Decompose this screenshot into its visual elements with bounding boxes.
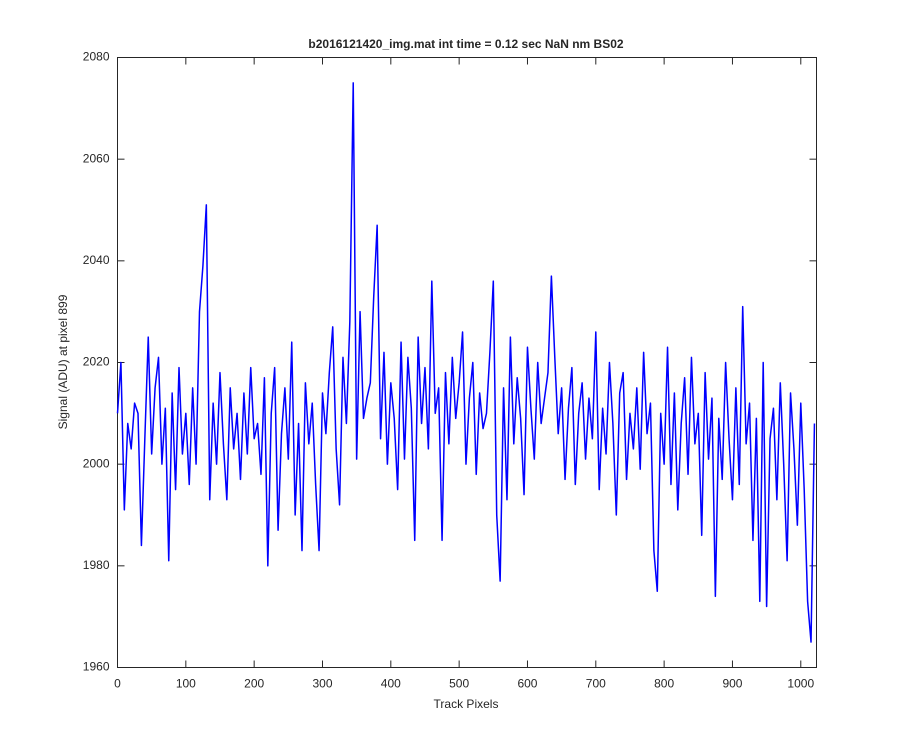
x-tick-label: 600	[517, 677, 537, 691]
y-tick-label: 2080	[83, 50, 110, 64]
y-axis-label: Signal (ADU) at pixel 899	[56, 294, 70, 429]
y-tick-label: 2040	[83, 253, 110, 267]
x-tick-label: 800	[654, 677, 674, 691]
x-tick-label: 400	[381, 677, 401, 691]
x-tick-label: 700	[586, 677, 606, 691]
y-tick-label: 1960	[83, 660, 110, 674]
x-tick-label: 900	[722, 677, 742, 691]
y-tick-label: 2060	[83, 151, 110, 165]
x-tick-label: 300	[312, 677, 332, 691]
y-tick-label: 2020	[83, 355, 110, 369]
chart-title: b2016121420_img.mat int time = 0.12 sec …	[308, 37, 623, 51]
x-tick-label: 1000	[787, 677, 814, 691]
x-tick-label: 200	[244, 677, 264, 691]
y-tick-label: 1980	[83, 558, 110, 572]
x-axis-label: Track Pixels	[434, 697, 499, 711]
data-line	[116, 82, 816, 643]
x-tick-label: 500	[449, 677, 469, 691]
x-tick-label: 0	[114, 677, 121, 691]
y-tick-label: 2000	[83, 456, 110, 470]
x-tick-label: 100	[176, 677, 196, 691]
